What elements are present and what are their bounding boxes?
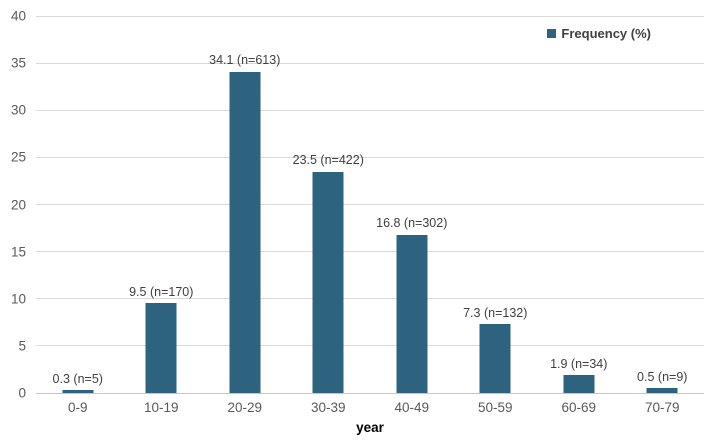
bar-40-49 — [396, 234, 428, 393]
y-tick-label-10: 10 — [10, 291, 26, 306]
bar-slots: 0.3 (n=5) 0-9 9.5 (n=170) 10-19 34.1 (n=613)… — [36, 16, 705, 414]
bar-value-label-10-19: 9.5 (n=170) — [129, 284, 194, 299]
gridline-y5 — [36, 345, 704, 347]
x-axis-title: year — [356, 420, 384, 435]
y-tick-label-0: 0 — [18, 385, 26, 401]
y-tick-label-35: 35 — [10, 55, 26, 71]
bar-20-29 — [229, 71, 261, 393]
category-slot-60-69: 1.9 (n=34) 60-69 — [537, 16, 621, 414]
x-tick-label-60-69: 60-69 — [561, 400, 597, 415]
y-tick-label-25: 25 — [10, 149, 26, 165]
category-slot-0-9: 0.3 (n=5) 0-9 — [36, 16, 120, 414]
y-tick-label-40: 40 — [10, 8, 26, 24]
gridline-y30 — [36, 109, 704, 111]
gridline-y35 — [36, 62, 704, 64]
bar-value-label-30-39: 23.5 (n=422) — [292, 153, 364, 168]
bar-value-label-60-69: 1.9 (n=34) — [550, 356, 608, 371]
gridline-y40 — [36, 15, 704, 17]
gridline-y25 — [36, 156, 704, 158]
category-slot-10-19: 9.5 (n=170) 10-19 — [120, 16, 204, 414]
category-slot-50-59: 7.3 (n=132) 50-59 — [454, 16, 538, 414]
x-tick-label-70-79: 70-79 — [644, 400, 680, 415]
y-tick-label-5: 5 — [18, 338, 26, 354]
legend: Frequency (%) — [547, 27, 651, 40]
bar-value-label-20-29: 34.1 (n=613) — [209, 53, 281, 68]
bar-value-label-40-49: 16.8 (n=302) — [376, 216, 448, 231]
x-tick-label-20-29: 20-29 — [227, 400, 263, 415]
bar-value-label-0-9: 0.3 (n=5) — [52, 371, 103, 386]
gridline-y20 — [36, 204, 704, 205]
y-axis: 0 5 10 15 20 25 30 35 40 — [0, 9, 28, 399]
bar-70-79 — [646, 388, 678, 393]
category-slot-40-49: 16.8 (n=302) 40-49 — [370, 16, 454, 414]
x-tick-label-40-49: 40-49 — [394, 400, 430, 415]
gridline-y0 — [36, 392, 704, 394]
bar-30-39 — [312, 171, 344, 393]
x-tick-label-0-9: 0-9 — [67, 400, 88, 415]
legend-swatch-icon — [547, 29, 557, 38]
x-tick-label-10-19: 10-19 — [143, 400, 179, 415]
legend-label: Frequency (%) — [561, 26, 651, 41]
x-tick-label-50-59: 50-59 — [477, 400, 513, 415]
plot-area: 0.3 (n=5) 0-9 9.5 (n=170) 10-19 34.1 (n=613)… — [36, 15, 705, 414]
category-slot-70-79: 0.5 (n=9) 70-79 — [621, 16, 705, 414]
category-slot-30-39: 23.5 (n=422) 30-39 — [287, 16, 371, 414]
bar-10-19 — [145, 303, 177, 393]
y-tick-label-15: 15 — [10, 243, 26, 259]
category-slot-20-29: 34.1 (n=613) 20-29 — [203, 16, 287, 414]
x-tick-label-30-39: 30-39 — [310, 400, 346, 415]
bar-60-69 — [563, 375, 595, 393]
gridline-y15 — [36, 251, 704, 253]
bar-0-9 — [62, 390, 94, 393]
y-tick-label-20: 20 — [10, 196, 26, 212]
bar-value-label-70-79: 0.5 (n=9) — [637, 369, 688, 384]
y-tick-label-30: 30 — [10, 102, 26, 118]
bar-value-label-50-59: 7.3 (n=132) — [463, 305, 528, 320]
bar-50-59 — [479, 324, 511, 393]
gridline-y10 — [36, 298, 704, 300]
